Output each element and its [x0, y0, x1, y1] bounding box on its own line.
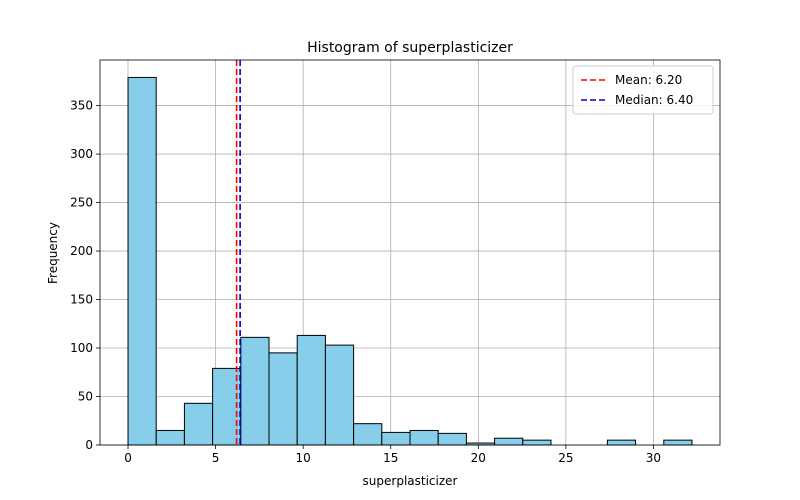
y-axis-ticks: 0 50 100 150 200 250 300 350	[70, 99, 100, 452]
histogram-bar	[324, 344, 355, 446]
x-tick-label: 0	[124, 451, 132, 465]
x-axis-ticks: 0 5 10 15 20 25 30	[124, 445, 661, 465]
legend: Mean: 6.20 Median: 6.40	[572, 65, 714, 115]
reference-lines	[235, 60, 241, 445]
x-tick-label: 25	[558, 451, 573, 465]
histogram-bar	[522, 439, 552, 446]
histogram-bar	[268, 352, 298, 446]
histogram-bar	[127, 76, 157, 446]
grid-lines	[100, 60, 720, 446]
histogram-bar	[155, 429, 185, 446]
legend-label: Median: 6.40	[615, 93, 693, 107]
histogram-bar	[409, 429, 439, 446]
histogram-bar	[240, 336, 270, 446]
x-tick-label: 30	[646, 451, 661, 465]
histogram-bar	[353, 423, 383, 446]
y-tick-label: 0	[85, 438, 93, 452]
histogram-bars	[127, 76, 693, 446]
legend-box	[572, 65, 714, 115]
histogram-bar	[663, 439, 693, 446]
histogram-bar	[606, 439, 637, 446]
x-tick-label: 15	[383, 451, 398, 465]
chart-title: Histogram of superplasticizer	[307, 40, 513, 56]
histogram-bar	[183, 402, 214, 446]
y-tick-label: 250	[70, 196, 93, 210]
x-axis-label: superplasticizer	[363, 474, 458, 488]
x-tick-label: 10	[296, 451, 311, 465]
y-tick-label: 100	[70, 341, 93, 355]
y-tick-label: 50	[78, 390, 93, 404]
y-tick-label: 150	[70, 293, 93, 307]
x-tick-label: 20	[471, 451, 486, 465]
histogram-bar	[381, 431, 411, 446]
y-tick-label: 300	[70, 147, 93, 161]
y-tick-label: 200	[70, 244, 93, 258]
plot-frame	[99, 59, 721, 446]
histogram-bar	[296, 334, 326, 446]
y-axis-label: Frequency	[46, 222, 60, 284]
legend-label: Mean: 6.20	[615, 73, 682, 87]
histogram-bar	[494, 437, 524, 446]
y-tick-label: 350	[70, 99, 93, 113]
histogram-bar	[437, 432, 467, 446]
x-tick-label: 5	[212, 451, 220, 465]
